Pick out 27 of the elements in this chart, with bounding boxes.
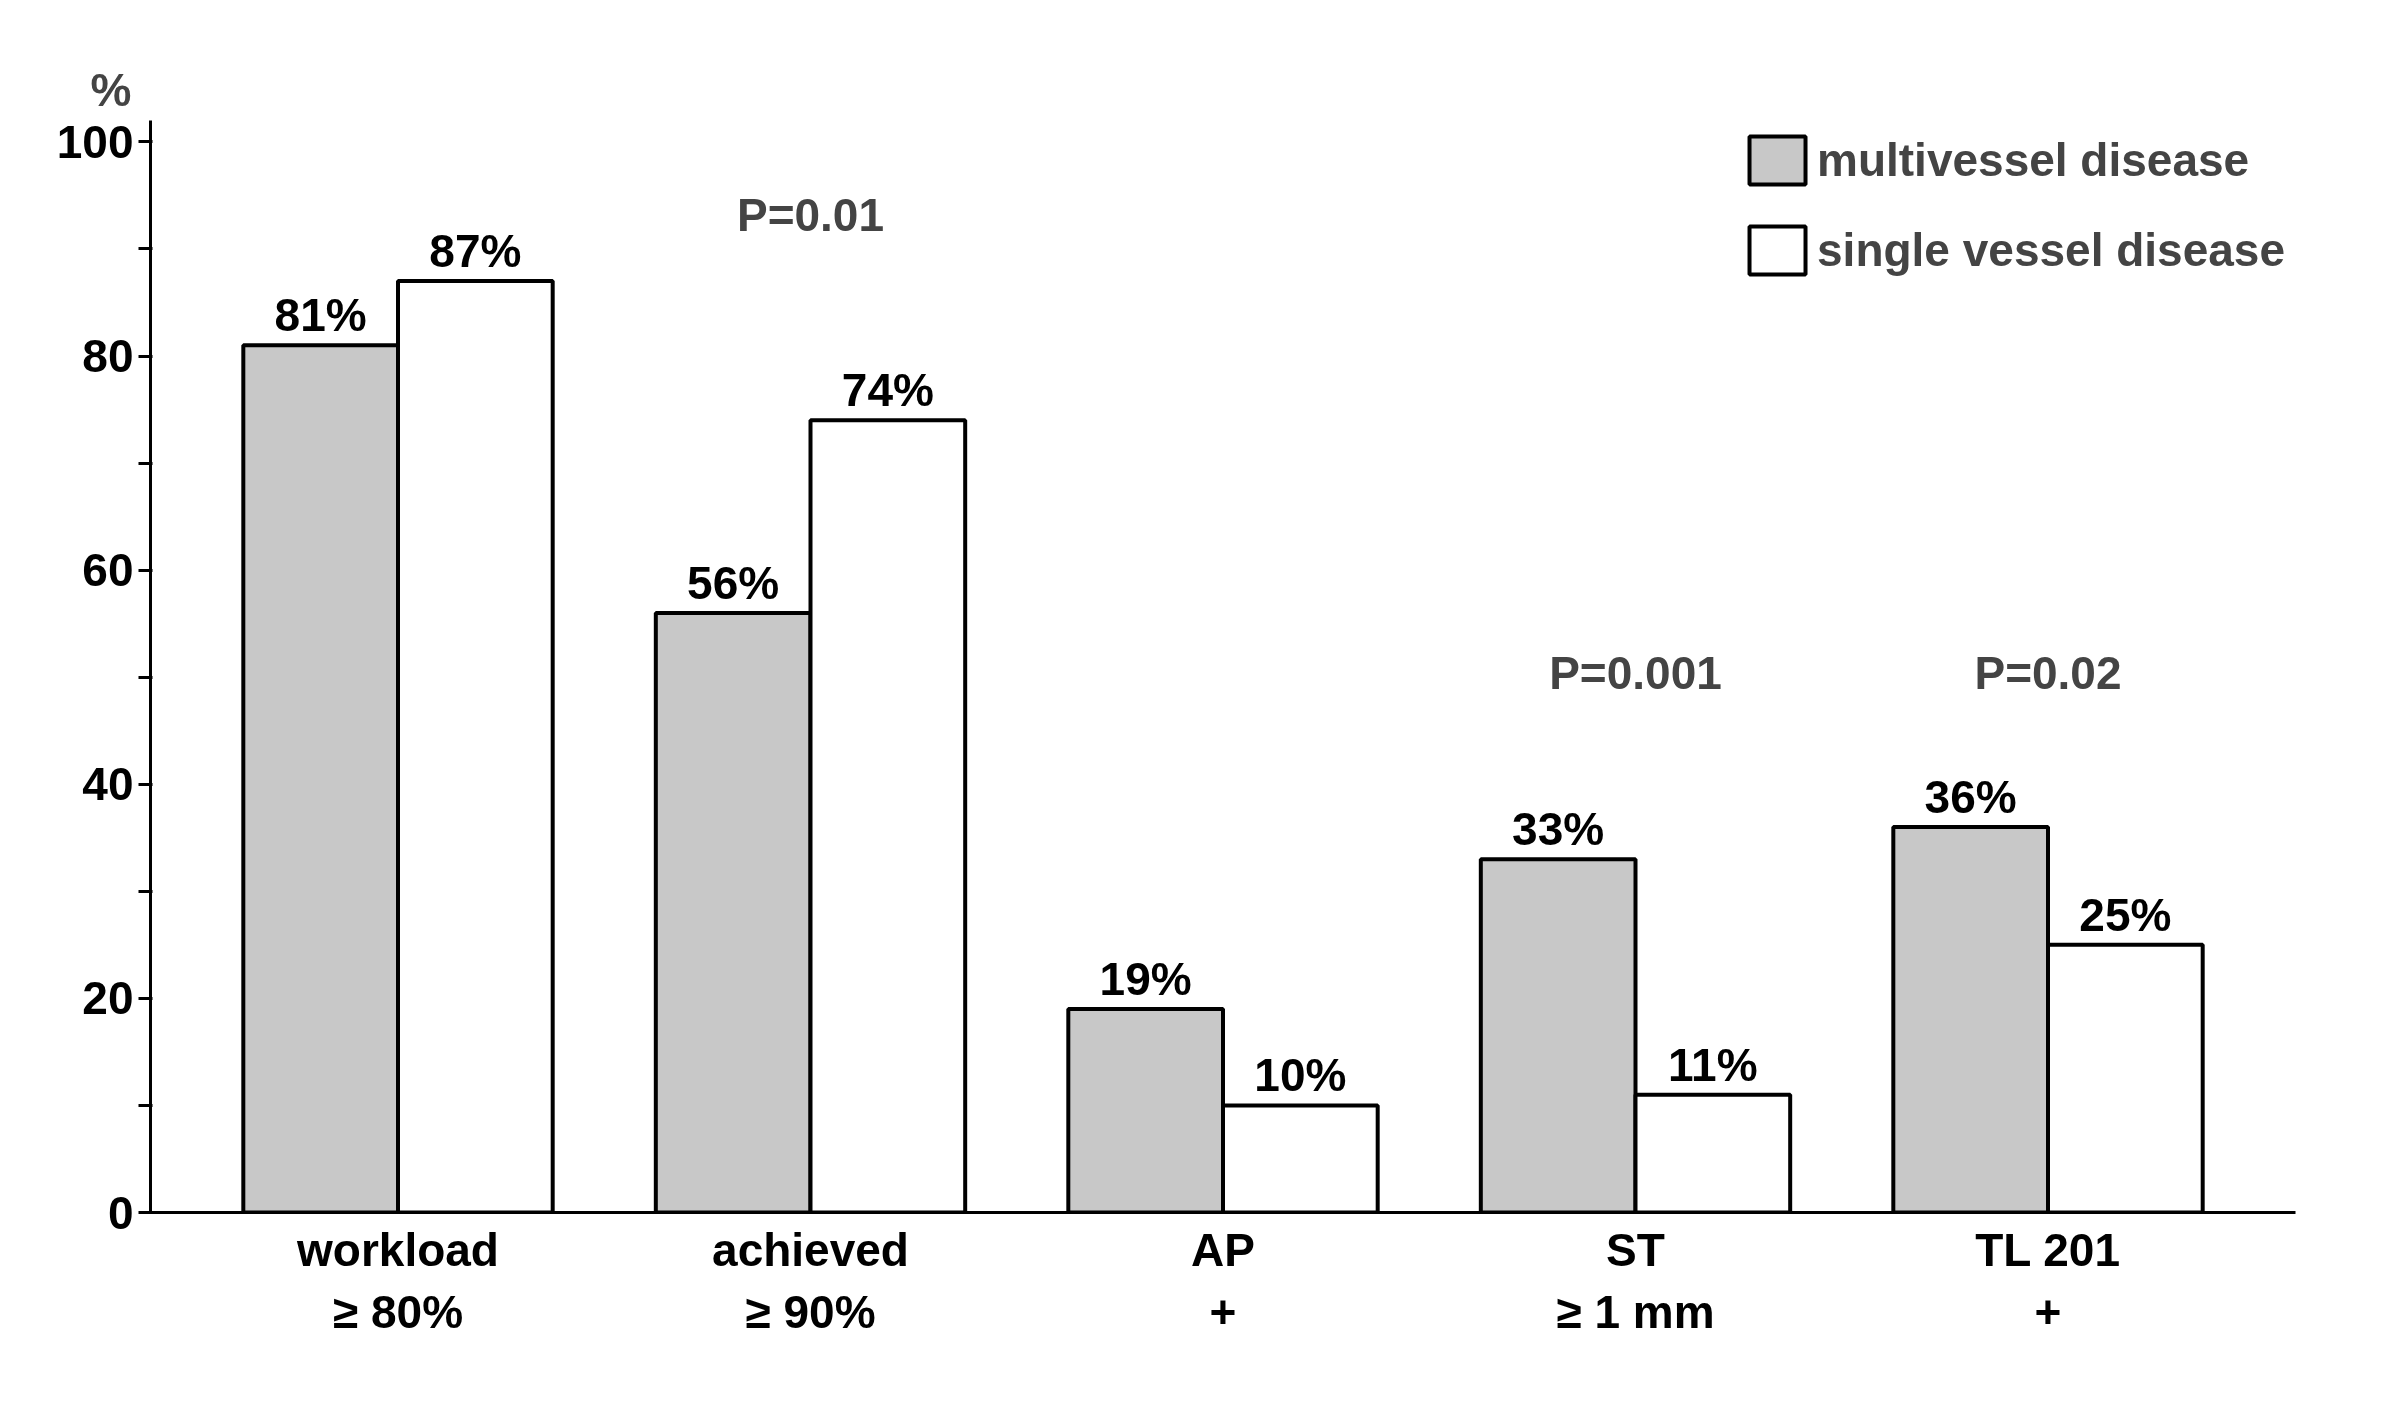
annotation: P=0.01: [736, 188, 885, 241]
y-tick-label: 40: [82, 758, 134, 811]
data-label: 87%: [429, 225, 522, 278]
data-label: 25%: [2079, 888, 2172, 941]
data-label: 11%: [1668, 1038, 1758, 1091]
data-label: 19%: [1099, 953, 1192, 1006]
x-tick-label: TL 201 +: [1975, 1223, 2121, 1338]
x-tick-label: workload ≥ 80%: [296, 1223, 499, 1338]
y-tick-label: 60: [82, 544, 134, 597]
annotation: P=0.02: [1974, 647, 2122, 700]
x-tick-label: AP +: [1191, 1223, 1255, 1338]
y-tick-label: 100: [56, 115, 134, 168]
data-label: 36%: [1924, 771, 2017, 824]
y-tick-label: 80: [82, 330, 134, 383]
x-tick-label: achieved ≥ 90%: [712, 1223, 909, 1338]
data-label: 74%: [841, 364, 934, 417]
y-axis-title: %: [90, 63, 132, 116]
data-label: 81%: [274, 289, 367, 342]
annotation: P=0.001: [1549, 647, 1722, 700]
data-label: 10%: [1254, 1049, 1347, 1102]
y-tick-label: 20: [82, 972, 134, 1025]
data-label: 33%: [1512, 803, 1605, 856]
data-label: 56%: [687, 556, 780, 609]
legend-label: single vessel disease: [1817, 223, 2285, 277]
legend-label: multivessel disease: [1817, 133, 2250, 187]
x-tick-label: ST ≥ 1 mm: [1556, 1223, 1715, 1338]
y-tick-label: 0: [107, 1186, 134, 1239]
